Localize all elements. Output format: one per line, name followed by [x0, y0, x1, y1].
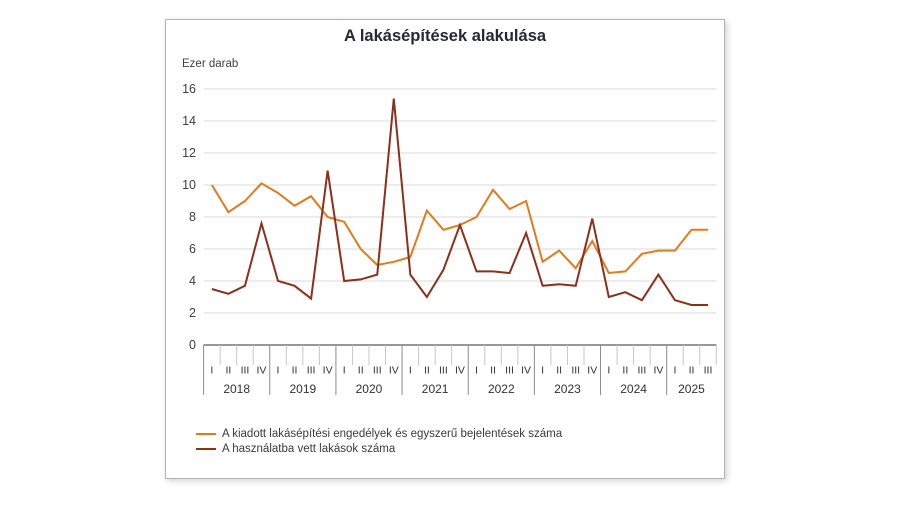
svg-text:IV: IV [323, 365, 333, 377]
svg-text:2025: 2025 [678, 382, 705, 396]
svg-text:II: II [424, 365, 430, 377]
svg-text:2: 2 [189, 306, 196, 320]
svg-text:2019: 2019 [289, 382, 316, 396]
svg-text:8: 8 [189, 210, 196, 224]
svg-text:I: I [541, 365, 544, 377]
svg-text:10: 10 [182, 178, 196, 192]
svg-text:2018: 2018 [223, 382, 250, 396]
svg-text:I: I [210, 365, 213, 377]
svg-text:2020: 2020 [356, 382, 383, 396]
svg-text:16: 16 [182, 82, 196, 96]
svg-text:III: III [439, 365, 448, 377]
svg-text:III: III [571, 365, 580, 377]
svg-text:IV: IV [653, 365, 663, 377]
svg-text:0: 0 [189, 338, 196, 352]
svg-text:II: II [358, 365, 364, 377]
svg-text:6: 6 [189, 242, 196, 256]
svg-text:2021: 2021 [422, 382, 449, 396]
svg-text:I: I [277, 365, 280, 377]
svg-text:II: II [556, 365, 562, 377]
svg-text:2024: 2024 [620, 382, 647, 396]
svg-text:4: 4 [189, 274, 196, 288]
svg-text:II: II [490, 365, 496, 377]
svg-text:IV: IV [389, 365, 399, 377]
svg-text:III: III [307, 365, 316, 377]
svg-text:2022: 2022 [488, 382, 515, 396]
svg-text:IV: IV [587, 365, 597, 377]
svg-text:14: 14 [182, 114, 196, 128]
svg-text:I: I [343, 365, 346, 377]
svg-text:III: III [373, 365, 382, 377]
svg-text:III: III [704, 365, 713, 377]
svg-text:II: II [689, 365, 695, 377]
svg-text:III: III [637, 365, 646, 377]
svg-text:II: II [225, 365, 231, 377]
svg-text:I: I [475, 365, 478, 377]
svg-text:12: 12 [182, 146, 196, 160]
svg-text:II: II [292, 365, 298, 377]
svg-text:III: III [241, 365, 250, 377]
svg-text:II: II [622, 365, 628, 377]
svg-text:I: I [673, 365, 676, 377]
svg-text:IV: IV [455, 365, 465, 377]
svg-text:I: I [409, 365, 412, 377]
svg-text:I: I [607, 365, 610, 377]
svg-text:IV: IV [257, 365, 267, 377]
svg-text:IV: IV [521, 365, 531, 377]
svg-text:III: III [505, 365, 514, 377]
svg-text:2023: 2023 [554, 382, 581, 396]
